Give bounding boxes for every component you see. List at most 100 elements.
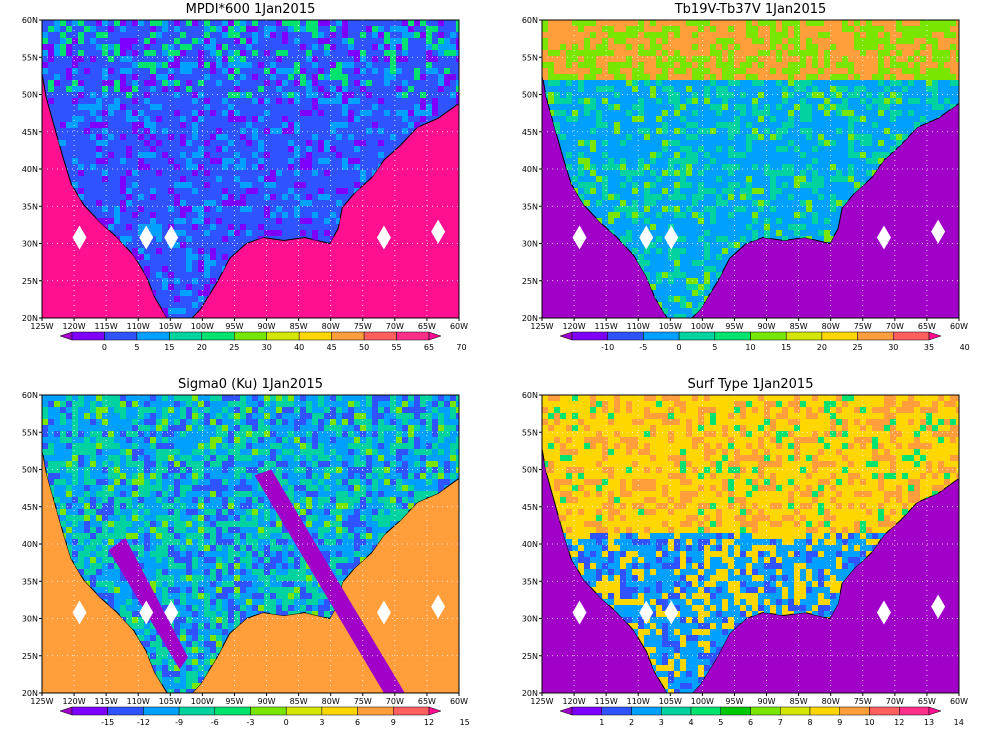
lat-tick-label: 45N [22, 128, 38, 137]
lat-tick-label: 30N [522, 615, 538, 624]
colorbar-swatch [143, 707, 179, 715]
lat-tick-label: 25N [22, 652, 38, 661]
lon-tick-label: 110W [627, 322, 650, 331]
colorbar-swatch [572, 707, 602, 715]
colorbar-label: 6 [748, 718, 753, 727]
colorbar-label: 9 [837, 718, 842, 727]
lon-tick-label: 105W [159, 322, 182, 331]
lat-tick-label: 50N [22, 91, 38, 100]
colorbar-label: 45 [327, 343, 337, 352]
colorbar-label: 30 [262, 343, 272, 352]
lon-tick-label: 90W [257, 322, 275, 331]
lon-tick-label: 70W [886, 322, 904, 331]
lon-tick-label: 75W [354, 697, 372, 706]
lat-tick-label: 35N [22, 577, 38, 586]
colorbar-label: 6 [355, 718, 360, 727]
colorbar-high-arrow [929, 707, 941, 715]
colorbar-label: 20 [817, 343, 827, 352]
lon-tick-label: 75W [854, 322, 872, 331]
colorbar-label: -12 [137, 718, 150, 727]
colorbar-label: -6 [211, 718, 219, 727]
panel-title: Sigma0 (Ku) 1Jan2015 [178, 377, 323, 392]
colorbar-label: -5 [639, 343, 647, 352]
colorbar-swatch [602, 707, 632, 715]
lon-tick-label: 90W [257, 697, 275, 706]
colorbar-label: 15 [164, 343, 174, 352]
lon-tick-label: 70W [386, 322, 404, 331]
map-panel-4: Surf Type 1Jan201520N25N30N35N40N45N50N5… [522, 377, 968, 727]
lat-tick-label: 25N [22, 277, 38, 286]
lat-tick-label: 45N [22, 503, 38, 512]
colorbar-swatch [234, 332, 266, 340]
lon-tick-label: 120W [562, 322, 585, 331]
colorbar-label: -10 [601, 343, 614, 352]
lon-tick-label: 90W [757, 697, 775, 706]
lon-tick-label: 95W [725, 697, 743, 706]
colorbar-swatch [358, 707, 394, 715]
colorbar-label: 65 [424, 343, 434, 352]
colorbar-low-arrow [560, 707, 572, 715]
colorbar-label: 8 [807, 718, 812, 727]
colorbar-swatch [632, 707, 662, 715]
map-panel-1: MPDI*600 1Jan201520N25N30N35N40N45N50N55… [22, 2, 468, 352]
lon-tick-label: 65W [418, 322, 436, 331]
lon-tick-label: 120W [62, 697, 85, 706]
colorbar-label: -15 [101, 718, 114, 727]
colorbar-label: 5 [134, 343, 139, 352]
lat-tick-label: 45N [522, 503, 538, 512]
lat-tick-label: 60N [22, 391, 38, 400]
lon-tick-label: 100W [191, 697, 214, 706]
colorbar-swatch [899, 707, 929, 715]
colorbar-low-arrow [60, 332, 72, 340]
colorbar-swatch [299, 332, 331, 340]
colorbar-swatch [393, 707, 429, 715]
lon-tick-label: 105W [659, 697, 682, 706]
colorbar-swatch [215, 707, 251, 715]
colorbar-label: 30 [888, 343, 898, 352]
lat-tick-label: 50N [522, 466, 538, 475]
colorbar-label: 40 [960, 343, 970, 352]
colorbar-swatch [810, 707, 840, 715]
lon-tick-label: 80W [822, 322, 840, 331]
colorbar-label: 25 [229, 343, 239, 352]
lon-tick-label: 85W [290, 322, 308, 331]
colorbar-swatch [397, 332, 429, 340]
colorbar-swatch [572, 332, 608, 340]
lon-tick-label: 125W [530, 697, 553, 706]
lon-tick-label: 85W [790, 697, 808, 706]
colorbar-swatch [137, 332, 169, 340]
lat-tick-label: 40N [522, 165, 538, 174]
colorbar-swatch [751, 332, 787, 340]
colorbar-label: 9 [391, 718, 396, 727]
lon-tick-label: 65W [918, 697, 936, 706]
lat-tick-label: 25N [522, 652, 538, 661]
lon-tick-label: 65W [418, 697, 436, 706]
lon-tick-label: 110W [127, 697, 150, 706]
lon-tick-label: 95W [225, 322, 243, 331]
colorbar-label: 0 [102, 343, 107, 352]
lon-tick-label: 110W [627, 697, 650, 706]
colorbar-swatch [104, 332, 136, 340]
colorbar-label: 7 [778, 718, 783, 727]
lon-tick-label: 80W [822, 697, 840, 706]
colorbar-label: 12 [894, 718, 904, 727]
colorbar-swatch [608, 332, 644, 340]
colorbar-label: 0 [284, 718, 289, 727]
colorbar-swatch [840, 707, 870, 715]
colorbar-label: 10 [745, 343, 755, 352]
colorbar-low-arrow [60, 707, 72, 715]
lon-tick-label: 95W [725, 322, 743, 331]
lon-tick-label: 90W [757, 322, 775, 331]
colorbar-swatch [858, 332, 894, 340]
lon-tick-label: 80W [322, 697, 340, 706]
colorbar-swatch [286, 707, 322, 715]
colorbar-swatch [870, 707, 900, 715]
colorbar-label: 10 [864, 718, 874, 727]
lat-tick-label: 60N [522, 391, 538, 400]
lon-tick-label: 70W [386, 697, 404, 706]
colorbar-swatch [179, 707, 215, 715]
lon-tick-label: 105W [159, 697, 182, 706]
